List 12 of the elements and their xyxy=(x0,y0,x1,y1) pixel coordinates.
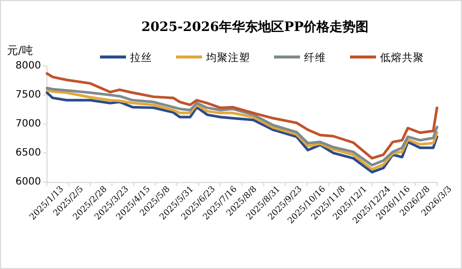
legend-label: 纤维 xyxy=(304,51,326,64)
y-axis-title: 元/吨 xyxy=(7,44,33,57)
chart-title: 2025-2026年华东地区PP价格走势图 xyxy=(141,19,369,35)
y-tick-label: 6500 xyxy=(16,148,41,158)
y-tick-label: 7000 xyxy=(16,118,41,130)
y-tick-label: 8000 xyxy=(16,60,41,72)
y-tick-label: 6000 xyxy=(16,176,41,188)
legend-label: 低熔共聚 xyxy=(380,51,424,64)
line-series xyxy=(46,72,438,160)
y-tick-label: 7500 xyxy=(16,90,41,100)
legend-label: 均聚注塑 xyxy=(205,51,250,64)
legend-label: 拉丝 xyxy=(130,51,152,64)
